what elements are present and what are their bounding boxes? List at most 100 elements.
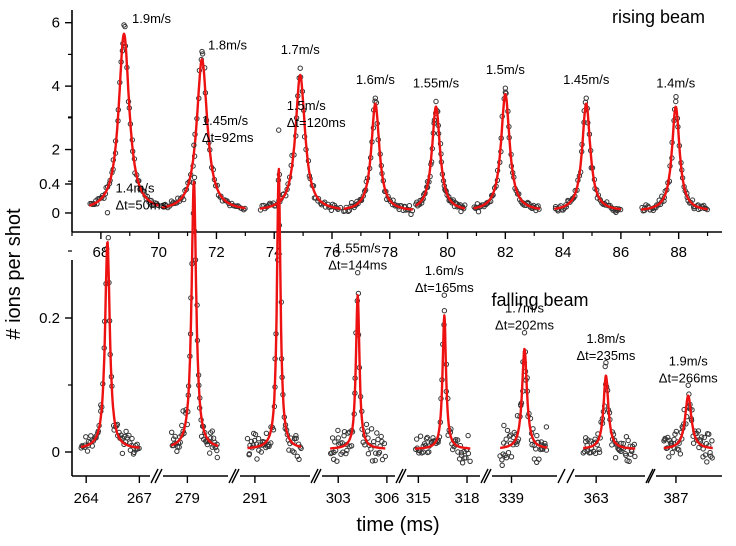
falling-data-point	[254, 456, 260, 462]
rising-data-point	[297, 65, 303, 71]
rising-peak-label: 1.5m/s	[486, 62, 526, 77]
falling-data-point	[450, 446, 456, 453]
falling-data-point	[672, 431, 678, 437]
falling-peak-4: 1.55m/s Δt=144ms	[328, 241, 388, 464]
falling-peak-5: 1.6m/s Δt=165ms	[413, 263, 474, 466]
falling-data-point	[379, 456, 386, 463]
falling-data-point	[455, 449, 461, 455]
top-y-tick-label: 0	[52, 205, 60, 222]
axis-break-mark	[398, 468, 407, 484]
falling-data-point	[293, 435, 299, 441]
falling-data-point	[503, 455, 510, 461]
falling-data-point	[214, 454, 221, 461]
falling-data-point	[458, 452, 465, 458]
falling-speed-label: 1.4m/s	[115, 181, 155, 196]
falling-fit-line	[170, 180, 220, 448]
falling-fit-line	[80, 241, 141, 449]
falling-dt-label: Δt=120ms	[287, 115, 346, 130]
bottom-y-tick-label: 0	[52, 444, 60, 461]
falling-data-point	[339, 440, 345, 446]
falling-data-point	[329, 435, 336, 441]
falling-data-point	[424, 434, 430, 441]
bottom-x-tick-label: 291	[242, 490, 267, 507]
falling-data-point	[669, 449, 675, 456]
rising-data-point	[583, 95, 589, 101]
falling-data-point	[671, 436, 677, 443]
falling-data-point	[620, 441, 626, 447]
falling-data-point	[596, 449, 603, 455]
falling-data-point	[369, 458, 376, 464]
falling-fit-line	[582, 374, 637, 450]
bottom-y-tick-label: 0.4	[39, 176, 60, 193]
falling-data-point	[376, 449, 383, 456]
rising-peak-5: 1.55m/s	[413, 75, 468, 215]
falling-data-point	[263, 430, 270, 436]
axis-break-mark	[557, 468, 566, 484]
rising-data-point	[348, 200, 355, 206]
axis-break-mark	[231, 468, 240, 484]
rising-fit-line	[88, 32, 160, 207]
falling-data-point	[501, 422, 507, 429]
falling-dt-label: Δt=92ms	[202, 130, 254, 145]
falling-speed-label: 1.8m/s	[586, 331, 626, 346]
falling-data-point	[503, 436, 509, 442]
top-x-tick-label: 82	[497, 244, 514, 261]
axis-break-mark	[228, 468, 237, 484]
bottom-x-tick-label: 387	[663, 490, 688, 507]
falling-data-point	[119, 450, 126, 457]
rising-data-point	[315, 196, 322, 202]
falling-beam-panel: 264 267 279 291 303 306 315 318 339 363 387 0 0.2 0.4…	[39, 98, 722, 507]
falling-data-point	[382, 453, 388, 460]
falling-peak-6: 1.7m/s Δt=202ms	[495, 301, 554, 468]
falling-data-point	[704, 459, 710, 465]
bottom-panel-title: falling beam	[491, 290, 588, 310]
axis-break-mark	[645, 468, 654, 484]
falling-data-point	[534, 432, 540, 439]
falling-data-point	[365, 451, 372, 457]
falling-speed-label: 1.7m/s	[505, 301, 545, 316]
falling-speed-label: 1.6m/s	[425, 263, 465, 278]
falling-data-point	[707, 449, 713, 456]
falling-data-point	[632, 453, 638, 460]
rising-peak-3: 1.7m/s	[257, 42, 344, 214]
falling-data-point	[543, 424, 550, 430]
rising-peak-4: 1.6m/s	[341, 72, 416, 218]
falling-fit-line	[329, 294, 387, 450]
falling-data-point	[174, 448, 180, 454]
falling-data-point	[709, 438, 715, 444]
rising-peak-1: 1.9m/s	[87, 11, 172, 209]
rising-fit-line	[342, 102, 414, 211]
falling-data-point	[514, 441, 520, 447]
falling-data-point	[334, 458, 340, 464]
rising-data-point	[121, 22, 127, 28]
falling-data-point	[459, 460, 466, 466]
falling-data-point	[623, 452, 629, 459]
falling-data-point	[441, 292, 448, 298]
falling-data-point	[255, 436, 262, 442]
falling-data-point	[612, 455, 619, 461]
bottom-x-tick-label: 306	[374, 490, 399, 507]
falling-dt-label: Δt=50ms	[115, 198, 167, 213]
falling-peak-1: 1.4m/s Δt=50ms	[78, 181, 168, 457]
falling-data-point	[372, 457, 378, 464]
falling-speed-label: 1.45m/s	[202, 113, 249, 128]
axis-break-mark	[310, 468, 319, 484]
falling-data-point	[348, 443, 355, 449]
falling-fit-line	[662, 394, 714, 450]
falling-data-point	[291, 449, 297, 455]
falling-data-point	[214, 447, 220, 454]
bottom-x-tick-label: 318	[455, 490, 480, 507]
bottom-x-tick-label: 264	[74, 490, 99, 507]
axis-break-mark	[566, 468, 575, 484]
falling-data-point	[467, 458, 473, 464]
rising-peak-6: 1.5m/s	[471, 62, 542, 215]
falling-data-point	[508, 454, 515, 460]
bottom-x-tick-label: 315	[406, 490, 431, 507]
top-panel-title: rising beam	[612, 7, 705, 27]
falling-data-point	[609, 442, 615, 448]
falling-data-point	[521, 330, 528, 336]
falling-data-point	[701, 434, 707, 441]
axis-break-mark	[395, 468, 404, 484]
rising-data-point	[673, 98, 679, 105]
falling-data-point	[363, 421, 370, 428]
